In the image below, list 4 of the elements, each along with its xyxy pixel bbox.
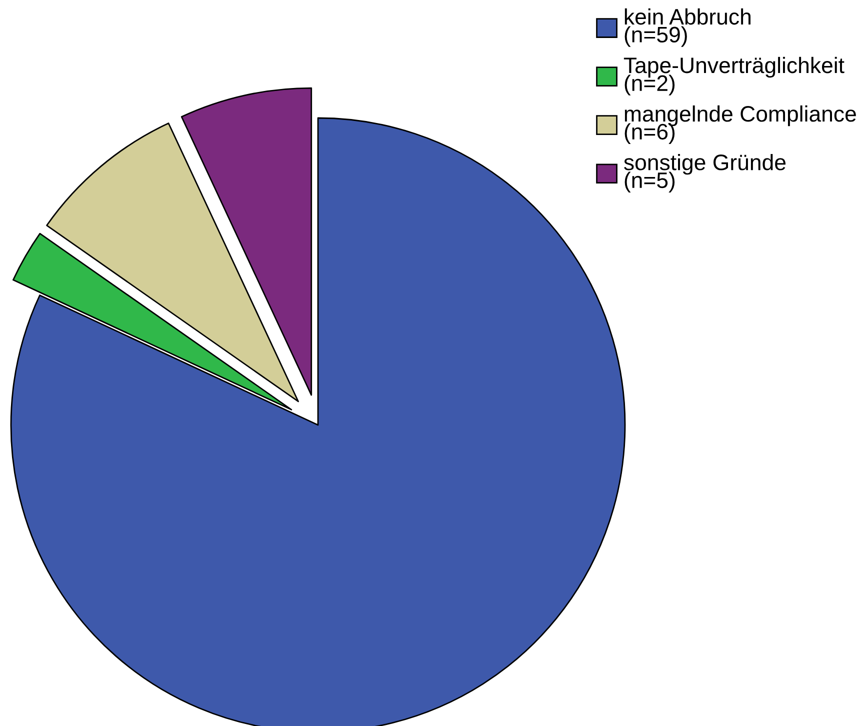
legend-label: Tape-Unverträglichkeit (n=2) [624, 56, 844, 96]
legend-label: mangelnde Compliance (n=6) [624, 105, 856, 144]
legend-label: sonstige Gründe (n=5) [624, 154, 786, 192]
legend-label: kein Abbruch (n=59) [624, 8, 750, 47]
